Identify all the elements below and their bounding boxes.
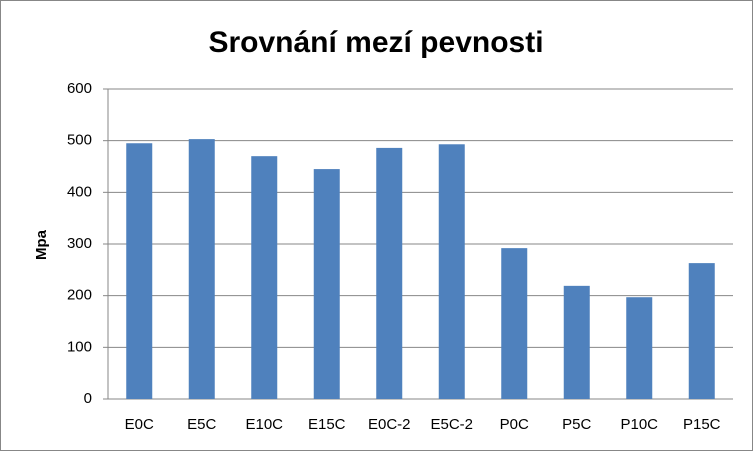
y-tick-label: 200 bbox=[67, 287, 92, 304]
bar bbox=[188, 139, 215, 399]
y-tick-label: 500 bbox=[67, 132, 92, 149]
y-tick-label: 600 bbox=[67, 80, 92, 97]
chart-title: Srovnání mezí pevnosti bbox=[208, 26, 543, 59]
bar bbox=[313, 169, 340, 399]
bar bbox=[688, 263, 715, 399]
x-tick-label: P10C bbox=[620, 416, 658, 433]
x-tick-label: P15C bbox=[683, 416, 721, 433]
bar bbox=[501, 248, 528, 399]
x-tick-label: P0C bbox=[500, 416, 529, 433]
bar bbox=[563, 285, 590, 399]
x-tick-label: E0C bbox=[125, 416, 154, 433]
x-tick-label: E15C bbox=[308, 416, 346, 433]
x-tick-label: E10C bbox=[245, 416, 283, 433]
bar bbox=[376, 147, 403, 399]
x-tick-label: E0C-2 bbox=[368, 416, 411, 433]
y-axis-label: Mpa bbox=[33, 229, 50, 260]
y-tick-label: 400 bbox=[67, 183, 92, 200]
x-tick-label: P5C bbox=[562, 416, 591, 433]
bar bbox=[626, 297, 653, 399]
bar bbox=[251, 156, 278, 399]
y-tick-label: 300 bbox=[67, 235, 92, 252]
x-tick-label: E5C-2 bbox=[430, 416, 473, 433]
bar bbox=[126, 143, 153, 399]
y-tick-label: 100 bbox=[67, 338, 92, 355]
y-tick-label: 0 bbox=[84, 390, 92, 407]
bar bbox=[438, 144, 465, 399]
x-tick-label: E5C bbox=[187, 416, 216, 433]
